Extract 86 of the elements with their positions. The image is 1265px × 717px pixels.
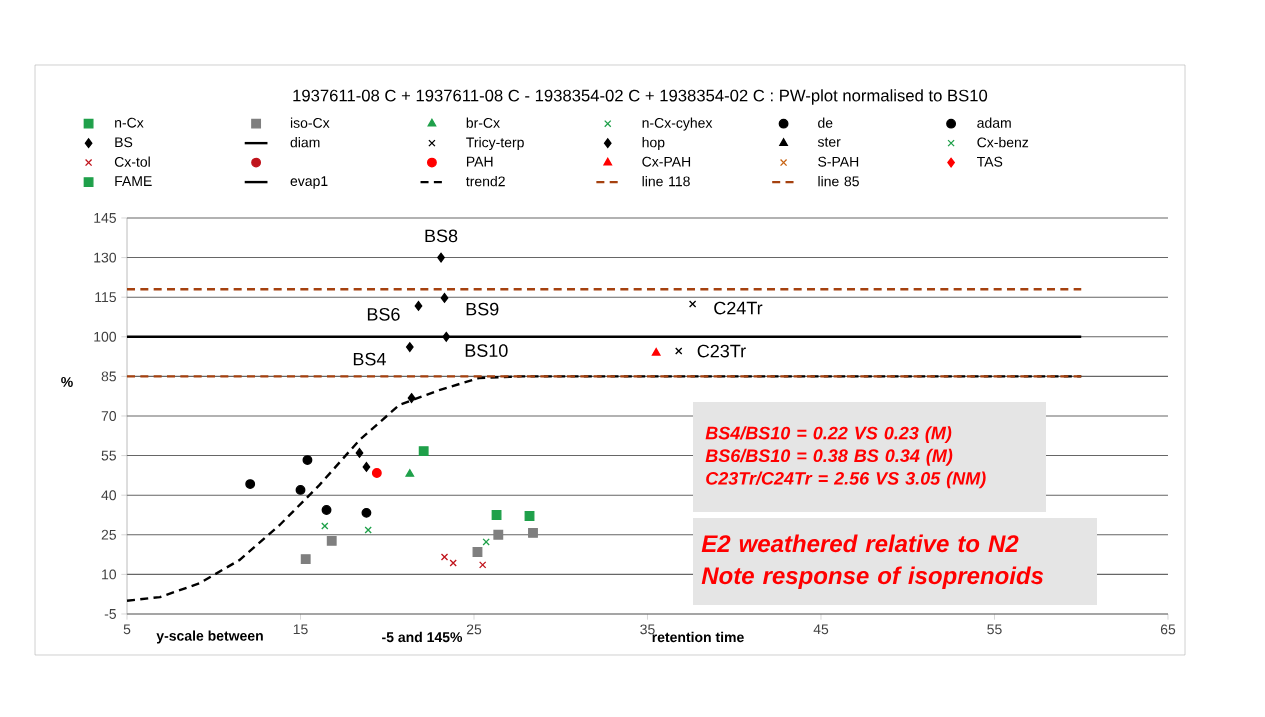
y-tick-label: 85 bbox=[101, 371, 117, 382]
y-tick-label: 70 bbox=[101, 411, 117, 421]
point bbox=[688, 300, 697, 308]
legend-label: Cx-PAH bbox=[642, 156, 691, 167]
point bbox=[321, 505, 332, 515]
x-tick-label: 45 bbox=[813, 624, 829, 635]
annotation: BS6 bbox=[367, 307, 400, 321]
legend-label: S-PAH bbox=[818, 156, 859, 167]
annotation: BS9 bbox=[466, 302, 499, 316]
point bbox=[361, 507, 372, 518]
annotation: BS10 bbox=[465, 344, 508, 357]
y-tick-label: -5 bbox=[104, 609, 117, 619]
point bbox=[407, 393, 416, 403]
point bbox=[355, 448, 364, 458]
point bbox=[371, 468, 382, 478]
x-tick-label: 65 bbox=[1160, 624, 1176, 635]
legend-label: n-Cx-cyhex bbox=[642, 117, 713, 131]
point bbox=[675, 347, 683, 355]
point bbox=[528, 528, 538, 538]
legend-label: BS bbox=[115, 137, 133, 148]
point bbox=[472, 547, 483, 557]
point bbox=[449, 559, 457, 567]
point bbox=[321, 522, 329, 530]
x-tick-label: 55 bbox=[987, 624, 1002, 635]
annotation: BS4/BS10 = 0.22 VS 0.23 (M) bbox=[705, 426, 952, 443]
legend-label: trend2 bbox=[466, 176, 505, 187]
point bbox=[364, 526, 372, 534]
legend-label: diam bbox=[290, 137, 320, 148]
legend-label: br-Cx bbox=[466, 117, 500, 128]
y-tick-label: 40 bbox=[101, 490, 117, 501]
legend-label: Tricy-terp bbox=[466, 137, 524, 151]
point bbox=[478, 561, 487, 569]
legend-label: adam bbox=[977, 117, 1011, 128]
legend-label: iso-Cx bbox=[290, 117, 330, 128]
legend-label: line 118 bbox=[642, 176, 690, 187]
point bbox=[300, 554, 311, 565]
point bbox=[295, 484, 306, 495]
point bbox=[245, 479, 256, 490]
legend-label: FAME bbox=[115, 176, 152, 186]
text: y-scale between bbox=[156, 630, 263, 644]
legend-label: ster bbox=[817, 137, 841, 147]
point bbox=[437, 252, 445, 263]
y-tick-label: 115 bbox=[95, 292, 117, 303]
point bbox=[491, 510, 502, 520]
legend-label: TAS bbox=[977, 156, 1003, 167]
point bbox=[326, 535, 337, 546]
x-tick-label: 5 bbox=[123, 624, 131, 635]
chart-title: 1937611-08 C + 1937611-08 C - 1938354-02 C + 1938354-02 C : PW-plot normalised to BS10 bbox=[293, 89, 988, 105]
point bbox=[440, 293, 449, 303]
legend-label: n-Cx bbox=[115, 117, 144, 128]
point bbox=[362, 462, 371, 472]
y-tick-label: 25 bbox=[101, 529, 117, 540]
point bbox=[418, 446, 429, 457]
annotation: BS4 bbox=[353, 352, 386, 366]
legend-label: evap1 bbox=[290, 176, 328, 189]
legend-label: PAH bbox=[466, 156, 493, 167]
text: -5 and 145% bbox=[382, 631, 463, 643]
point bbox=[405, 469, 415, 477]
annotation: C23Tr bbox=[697, 344, 746, 358]
y-tick-label: 55 bbox=[101, 450, 117, 461]
annotation: C24Tr bbox=[714, 301, 763, 315]
annotation: Note response of isoprenoids bbox=[701, 566, 1044, 589]
legend-label: hop bbox=[642, 137, 665, 151]
y-axis-title: % bbox=[61, 377, 73, 387]
point bbox=[493, 529, 504, 540]
x-tick-label: 15 bbox=[293, 624, 308, 635]
y-tick-label: 10 bbox=[102, 569, 117, 580]
annotation: BS6/BS10 = 0.38 BS 0.34 (M) bbox=[705, 448, 953, 466]
annotation: C23Tr/C24Tr = 2.56 VS 3.05 (NM) bbox=[706, 471, 986, 489]
annotation: BS8 bbox=[425, 229, 458, 243]
point bbox=[651, 347, 661, 356]
legend-label: Cx-tol bbox=[114, 156, 150, 167]
point bbox=[302, 455, 313, 466]
point bbox=[524, 511, 535, 521]
point bbox=[414, 300, 423, 311]
point bbox=[442, 331, 451, 342]
annotation: E2 weathered relative to N2 bbox=[701, 534, 1019, 553]
x-tick-label: 25 bbox=[466, 624, 482, 635]
y-tick-label: 145 bbox=[94, 213, 117, 223]
y-tick-label: 100 bbox=[94, 331, 117, 342]
legend-label: Cx-benz bbox=[977, 137, 1029, 148]
legend-label: de bbox=[818, 117, 833, 128]
point bbox=[405, 342, 414, 353]
y-tick-label: 130 bbox=[94, 252, 117, 263]
legend-label: line 85 bbox=[818, 176, 859, 187]
point bbox=[440, 553, 449, 561]
